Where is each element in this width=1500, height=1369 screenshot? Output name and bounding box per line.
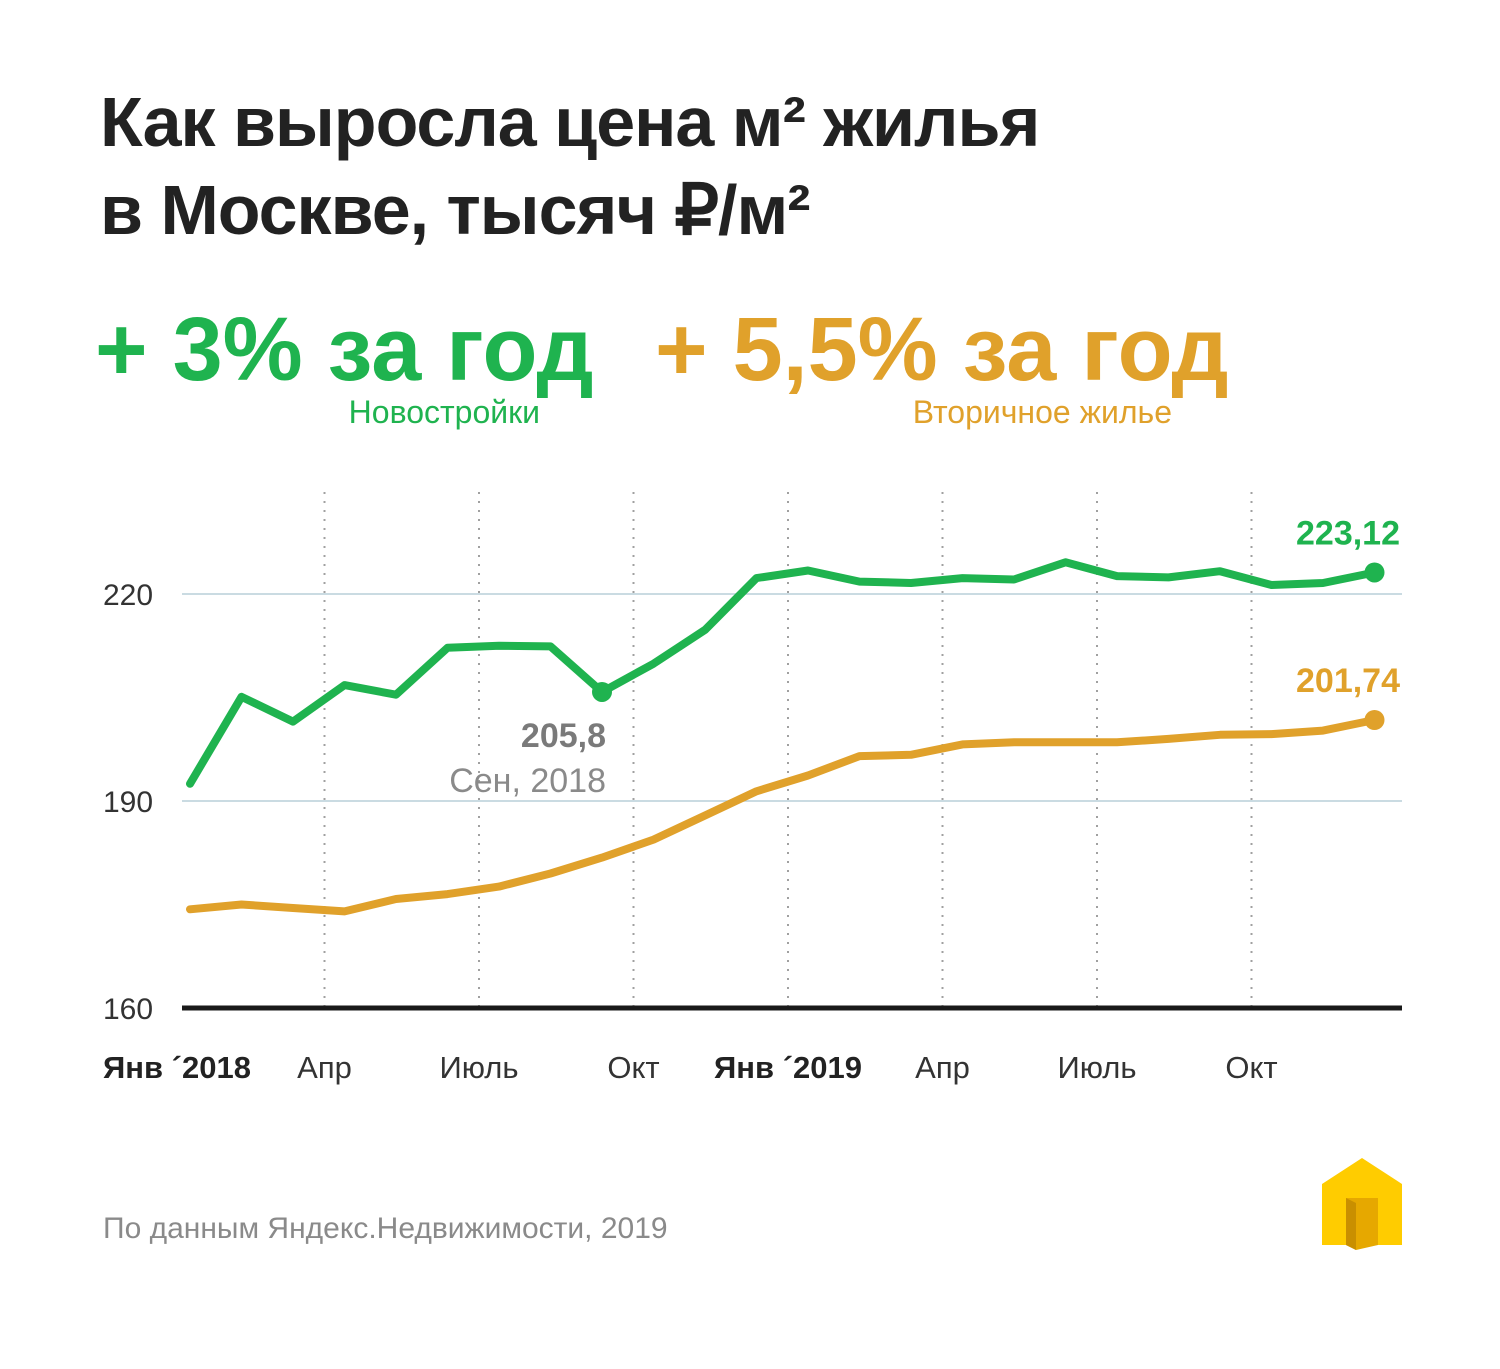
series-line-secondary — [186, 716, 1379, 916]
x-tick-label: Янв ´2019 — [714, 1050, 862, 1085]
dip-point — [592, 681, 612, 702]
x-tick-label: Апр — [915, 1050, 970, 1085]
y-tick-label: 190 — [103, 786, 153, 819]
end-value-secondary: 201,74 — [1296, 662, 1400, 700]
title-line-1: Как выросла цена м² жилья — [100, 83, 1040, 161]
chart-title: Как выросла цена м² жилья в Москве, тыся… — [100, 78, 1040, 254]
dip-date-label: Сен, 2018 — [449, 762, 606, 800]
y-tick-label: 160 — [103, 993, 153, 1026]
x-tick-label: Июль — [439, 1050, 518, 1085]
source-note: По данным Яндекс.Недвижимости, 2019 — [103, 1212, 668, 1245]
dip-value-label: 205,8 — [521, 717, 606, 755]
series-line-new-buildings — [186, 558, 1379, 788]
series-end-point — [1364, 562, 1385, 583]
x-tick-label: Окт — [1225, 1050, 1277, 1085]
title-line-2: в Москве, тысяч ₽/м² — [100, 171, 811, 249]
end-value-new-buildings: 223,12 — [1296, 514, 1400, 552]
x-tick-label: Июль — [1057, 1050, 1136, 1085]
y-tick-label: 220 — [103, 579, 153, 612]
house-icon — [1322, 1158, 1402, 1250]
secondary-growth: + 5,5% за год — [655, 300, 1229, 400]
x-tick-label: Апр — [297, 1050, 352, 1085]
new-buildings-label: Новостройки — [348, 394, 540, 430]
series-end-point — [1364, 709, 1385, 730]
x-tick-label: Янв ´2018 — [103, 1050, 251, 1085]
new-buildings-growth: + 3% за год — [95, 300, 594, 400]
x-tick-label: Окт — [607, 1050, 659, 1085]
secondary-label: Вторичное жилье — [912, 394, 1172, 430]
